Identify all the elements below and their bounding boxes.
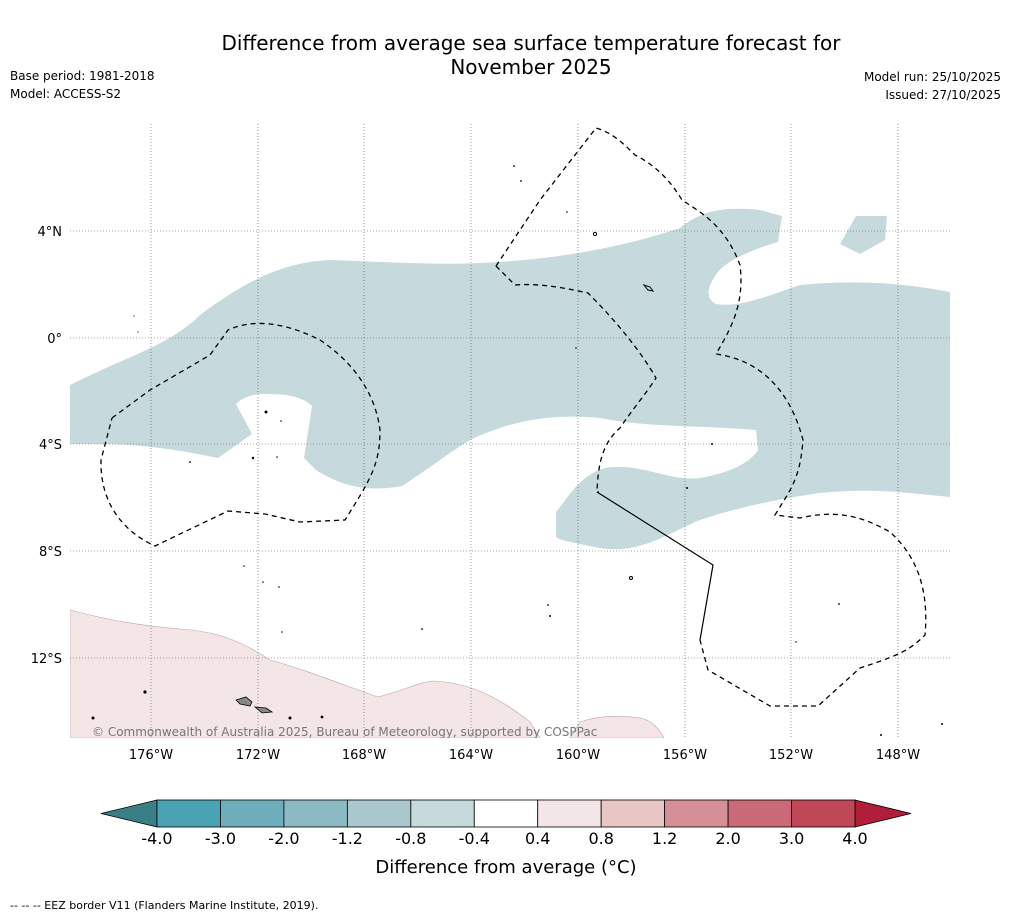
colorbar-tick-label: -4.0 — [141, 829, 172, 848]
colorbar-segment — [727, 799, 792, 828]
colorbar: -4.0 -3.0 -2.0 -1.2 -0.8 -0.4 0.4 0.8 1.2 2.0 3.0 4… — [100, 799, 912, 878]
base-period: Base period: 1981-2018 — [10, 69, 155, 83]
island-samoa-savaii — [253, 706, 274, 714]
colorbar-segment — [537, 799, 602, 828]
lon-label: 160°W — [556, 748, 600, 763]
colorbar-segment — [600, 799, 666, 828]
eez-border-solid — [596, 491, 714, 641]
colorbar-segment — [791, 799, 856, 828]
lat-label: 8°S — [39, 545, 62, 560]
lon-label: 168°W — [342, 748, 386, 763]
island-samoa-upolu — [235, 696, 253, 707]
colorbar-tick-label: 2.0 — [715, 829, 740, 848]
colorbar-tick-label: 3.0 — [779, 829, 804, 848]
eez-border-kiribati — [495, 265, 657, 493]
eez-borders — [100, 127, 927, 707]
colorbar-extend-low — [100, 799, 158, 828]
colorbar-tick-label: -1.2 — [332, 829, 363, 848]
colorbar-tick-label: -0.4 — [459, 829, 490, 848]
lon-tick-labels: 176°W 172°W 168°W 164°W 160°W 156°W 152°… — [129, 748, 920, 763]
model-run: Model run: 25/10/2025 — [863, 70, 1001, 84]
meta-left: Base period: 1981-2018 Model: ACCESS-S2 — [10, 67, 155, 103]
lon-label: 148°W — [876, 748, 920, 763]
eez-border-kiribati-north — [495, 127, 927, 707]
colorbar-tick-labels: -4.0 -3.0 -2.0 -1.2 -0.8 -0.4 0.4 0.8 1.2 2.0 3.0 4… — [141, 829, 867, 848]
islands — [91, 165, 943, 736]
colorbar-tick-label: 0.4 — [525, 829, 550, 848]
copyright-text: © Commonwealth of Australia 2025, Bureau… — [92, 725, 597, 739]
lat-label: 12°S — [31, 652, 62, 667]
warm-anomaly-region — [70, 609, 541, 738]
colorbar-tick-label: -0.8 — [395, 829, 426, 848]
colorbar-segment — [220, 799, 285, 828]
title-line-2: November 2025 — [450, 55, 612, 79]
eez-footnote: -- -- -- EEZ border V11 (Flanders Marine… — [10, 899, 319, 912]
colorbar-title: Difference from average (°C) — [375, 857, 636, 878]
colorbar-tick-label: -3.0 — [205, 829, 236, 848]
colorbar-segment — [283, 799, 348, 828]
colorbar-tick-label: 4.0 — [842, 829, 867, 848]
colorbar-segment — [410, 799, 475, 828]
gridlines — [70, 124, 950, 738]
lon-label: 172°W — [236, 748, 280, 763]
lon-label: 176°W — [129, 748, 173, 763]
colorbar-segments — [156, 799, 856, 828]
colorbar-segment — [664, 799, 729, 828]
colorbar-tick-label: -2.0 — [268, 829, 299, 848]
lat-label: 4°S — [39, 438, 62, 453]
model-name: Model: ACCESS-S2 — [10, 87, 122, 101]
colorbar-segment — [346, 799, 412, 828]
colorbar-segment — [156, 799, 221, 828]
lat-label: 0° — [47, 332, 62, 347]
colorbar-tick-label: 0.8 — [588, 829, 613, 848]
lat-tick-labels: 4°N 0° 4°S 8°S 12°S — [31, 225, 62, 667]
chart-title: Difference from average sea surface temp… — [0, 31, 1011, 79]
cool-anomaly-patch — [840, 216, 887, 254]
lon-label: 164°W — [449, 748, 493, 763]
colorbar-tick-label: 1.2 — [652, 829, 677, 848]
lon-label: 156°W — [663, 748, 707, 763]
issued-date: Issued: 27/10/2025 — [885, 88, 1001, 102]
colorbar-extend-high — [854, 799, 912, 828]
lat-label: 4°N — [38, 225, 63, 240]
map-area: © Commonwealth of Australia 2025, Bureau… — [70, 124, 950, 739]
title-line-1: Difference from average sea surface temp… — [221, 31, 841, 55]
lon-label: 152°W — [769, 748, 813, 763]
colorbar-segment — [473, 799, 539, 828]
cool-anomaly-region — [70, 208, 950, 550]
warm-anomaly-patch — [569, 715, 665, 738]
meta-right: Model run: 25/10/2025 Issued: 27/10/2025 — [864, 68, 1001, 104]
